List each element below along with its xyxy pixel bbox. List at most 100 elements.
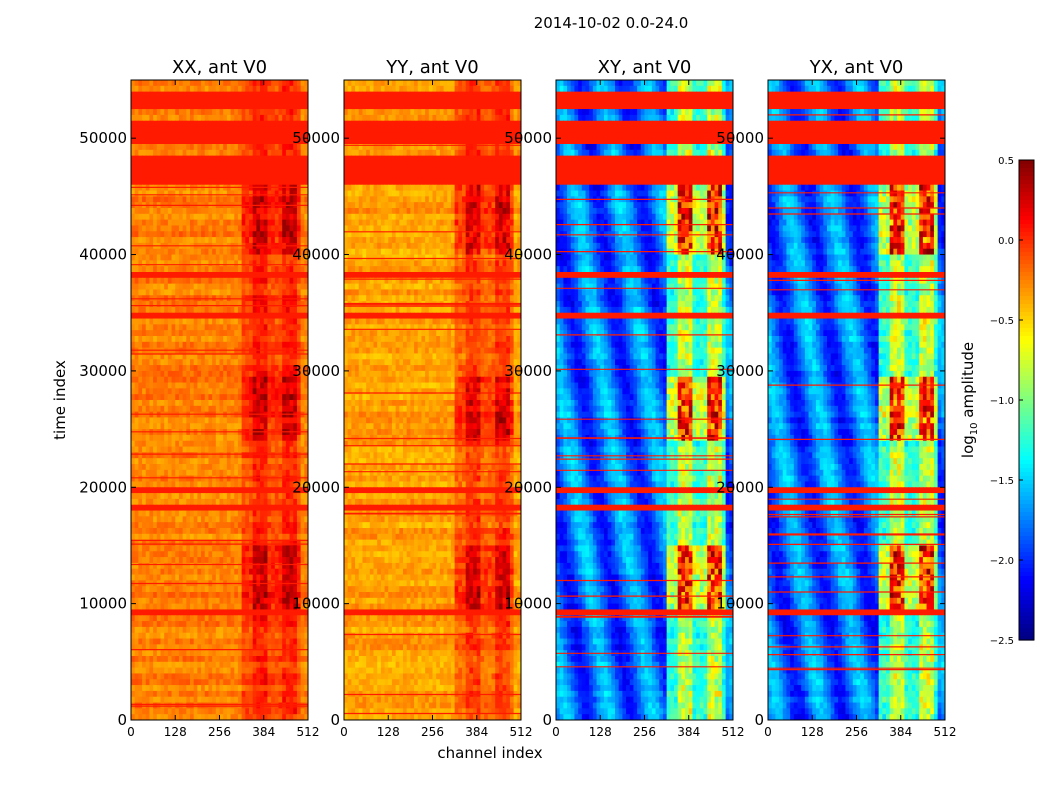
heatmap-cell <box>134 656 139 663</box>
heatmap-cell <box>208 120 213 128</box>
heatmap-cell <box>263 394 269 401</box>
heatmap-cell <box>260 656 265 663</box>
heatmap-cell <box>156 266 162 273</box>
heatmap-cell <box>201 208 206 215</box>
heatmap-cell <box>223 434 228 442</box>
heatmap-cell <box>134 178 139 186</box>
heatmap-cell <box>304 528 308 535</box>
heatmap-cell <box>149 481 154 488</box>
heatmap-cell <box>274 400 280 407</box>
heatmap-cell <box>296 586 302 593</box>
heatmap-cell <box>260 277 265 285</box>
heatmap-cell <box>263 370 269 378</box>
heatmap-cell <box>167 673 173 680</box>
heatmap-cell <box>223 219 228 227</box>
heatmap-cell <box>186 464 191 471</box>
heatmap-cell <box>138 615 143 622</box>
heatmap-cell <box>245 114 250 122</box>
heatmap-cell <box>267 219 272 227</box>
heatmap-cell <box>252 592 257 599</box>
heatmap-cell <box>190 132 195 139</box>
heatmap-cell <box>156 673 162 680</box>
heatmap-cell <box>267 487 272 494</box>
heatmap-cell <box>256 475 261 483</box>
heatmap-cell <box>260 213 265 221</box>
heatmap-cell <box>285 469 291 477</box>
heatmap-cell <box>186 80 191 87</box>
heatmap-cell <box>201 487 206 494</box>
heatmap-cell <box>234 196 239 203</box>
heatmap-cell <box>300 516 305 523</box>
heatmap-cell <box>219 190 224 197</box>
heatmap-cell <box>274 318 280 325</box>
heatmap-cell <box>178 545 184 552</box>
heatmap-cell <box>190 144 195 151</box>
heatmap-cell <box>285 382 291 389</box>
heatmap-cell <box>193 318 198 325</box>
heatmap-cell <box>249 475 254 483</box>
heatmap-cell <box>186 661 191 669</box>
heatmap-cell <box>234 574 239 581</box>
heatmap-cell <box>304 487 308 494</box>
heatmap-cell <box>285 167 291 174</box>
heatmap-cell <box>138 557 143 564</box>
heatmap-cell <box>138 353 143 360</box>
heatmap-cell <box>263 638 269 645</box>
heatmap-cell <box>237 568 243 576</box>
heatmap-cell <box>263 562 269 570</box>
heatmap-cell <box>193 353 198 360</box>
heatmap-cell <box>142 80 147 87</box>
heatmap-cell <box>178 400 184 407</box>
heatmap-cell <box>201 213 206 221</box>
heatmap-cell <box>263 178 269 186</box>
heatmap-cell <box>197 237 202 244</box>
heatmap-cell <box>186 568 191 576</box>
heatmap-cell <box>149 557 154 564</box>
heatmap-cell <box>175 446 180 453</box>
heatmap-cell <box>193 336 198 343</box>
heatmap-cell <box>190 440 195 448</box>
heatmap-cell <box>212 673 217 680</box>
heatmap-cell <box>289 487 294 494</box>
heatmap-cell <box>304 661 308 669</box>
heatmap-cell <box>271 109 276 116</box>
heatmap-cell <box>134 289 139 296</box>
heatmap-cell <box>296 417 302 424</box>
heatmap-cell <box>285 650 291 657</box>
heatmap-cell <box>245 167 250 174</box>
heatmap-cell <box>271 208 276 215</box>
heatmap-cell <box>138 120 143 128</box>
heatmap-cell <box>274 394 280 401</box>
heatmap-cell <box>274 504 280 512</box>
heatmap-cell <box>145 562 151 570</box>
heatmap-cell <box>267 347 272 355</box>
heatmap-cell <box>175 306 180 314</box>
heatmap-cell <box>142 522 147 529</box>
heatmap-cell <box>178 289 184 296</box>
figure-title: 2014-10-02 0.0-24.0 <box>534 14 689 32</box>
heatmap-cell <box>282 237 287 244</box>
heatmap-cell <box>260 533 265 541</box>
heatmap-cell <box>296 656 302 663</box>
heatmap-cell <box>241 545 246 552</box>
heatmap-cell <box>304 97 308 104</box>
heatmap-cell <box>138 545 143 552</box>
heatmap-cell <box>256 225 261 232</box>
heatmap-cell <box>245 312 250 320</box>
heatmap-cell <box>263 528 269 535</box>
heatmap-cell <box>204 359 210 366</box>
heatmap-cell <box>274 91 280 99</box>
heatmap-cell <box>267 231 272 238</box>
heatmap-cell <box>164 272 169 279</box>
heatmap-cell <box>145 231 151 238</box>
heatmap-cell <box>278 679 283 686</box>
heatmap-cell <box>263 353 269 360</box>
heatmap-cell <box>212 336 217 343</box>
heatmap-cell <box>193 516 198 523</box>
heatmap-cell <box>241 312 246 320</box>
heatmap-cell <box>260 603 265 611</box>
heatmap-cell <box>278 306 283 314</box>
heatmap-cell <box>193 667 198 675</box>
heatmap-cell <box>142 423 147 430</box>
heatmap-cell <box>186 225 191 232</box>
